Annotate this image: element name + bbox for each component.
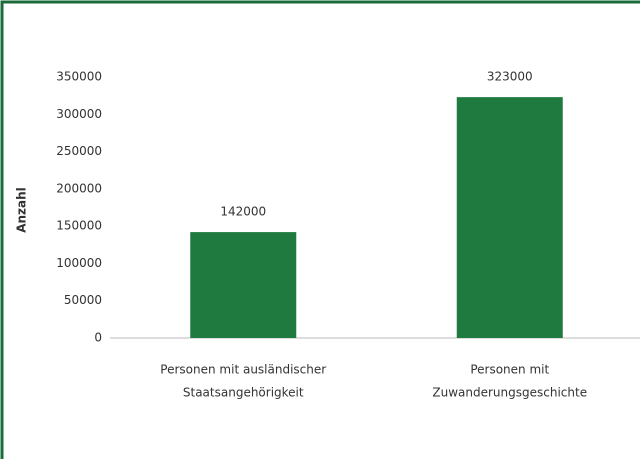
x-tick-label: Staatsangehörigkeit	[183, 386, 304, 400]
bar	[190, 232, 297, 338]
y-tick-label: 300000	[56, 107, 102, 121]
y-tick-label: 250000	[56, 144, 102, 158]
y-tick-label: 150000	[56, 219, 102, 233]
x-tick-label: Personen mit ausländischer	[160, 363, 326, 377]
y-tick-label: 100000	[56, 256, 102, 270]
x-tick-label: Zuwanderungsgeschichte	[432, 386, 587, 400]
x-tick-label: Personen mit	[470, 363, 549, 377]
y-tick-label: 350000	[56, 70, 102, 84]
y-tick-label: 50000	[64, 293, 102, 307]
y-tick-label: 0	[94, 331, 102, 345]
data-label: 142000	[220, 205, 266, 219]
y-tick-label: 200000	[56, 181, 102, 195]
y-axis-label: Anzahl	[15, 187, 29, 233]
data-label: 323000	[487, 70, 533, 84]
bar	[456, 97, 563, 339]
